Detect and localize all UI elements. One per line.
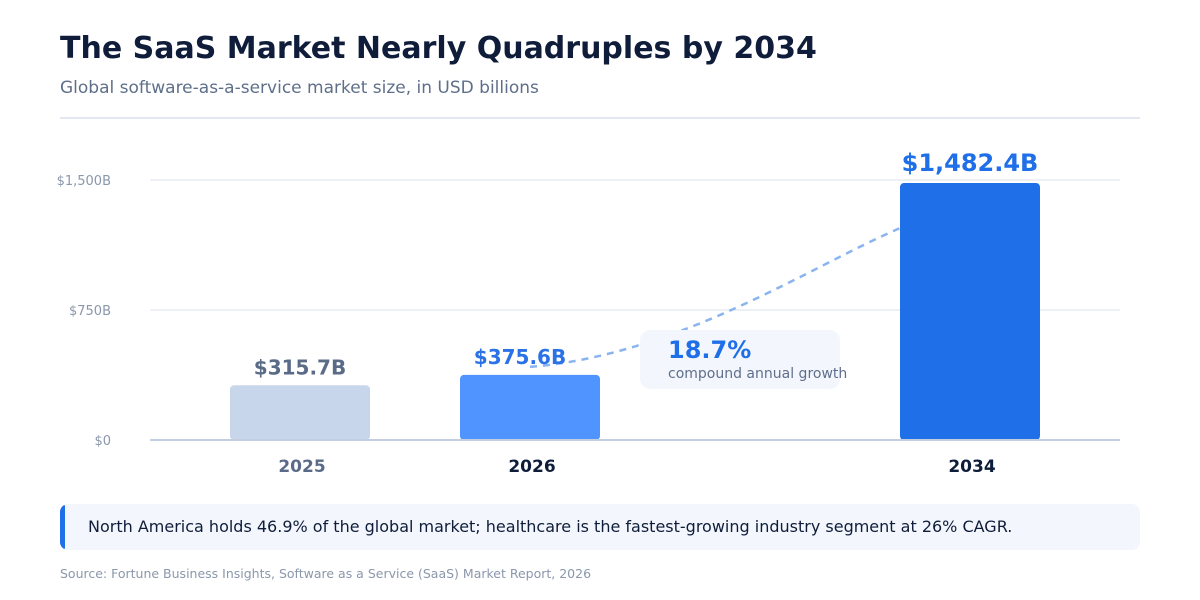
bar-2034	[900, 183, 1040, 440]
value-label: $1,482.4B	[902, 149, 1039, 177]
y-tick-label: $0	[94, 434, 111, 449]
callout-text: North America holds 46.9% of the global …	[88, 517, 1013, 536]
category-label: 2034	[948, 457, 995, 477]
cagr-value: 18.7%	[668, 336, 751, 364]
y-tick-label: $1,500B	[57, 174, 111, 189]
category-label: 2025	[278, 457, 325, 477]
value-label: $315.7B	[254, 355, 346, 379]
category-label: 2026	[508, 457, 555, 477]
source-note: Source: Fortune Business Insights, Softw…	[60, 566, 592, 581]
bar-2025	[230, 385, 370, 440]
header-divider	[60, 117, 1140, 119]
growth-trend-curve	[529, 226, 901, 369]
callout-accent-bar	[60, 504, 65, 550]
value-label: $375.6B	[474, 345, 566, 369]
cagr-label: compound annual growth	[668, 366, 847, 382]
cagr-annotation-box	[640, 330, 840, 389]
bar-2026	[460, 374, 600, 440]
chart-title: The SaaS Market Nearly Quadruples by 203…	[60, 31, 817, 66]
y-tick-label: $750B	[69, 304, 111, 319]
chart-subtitle: Global software-as-a-service market size…	[60, 78, 539, 98]
insight-callout: North America holds 46.9% of the global …	[60, 504, 1140, 550]
